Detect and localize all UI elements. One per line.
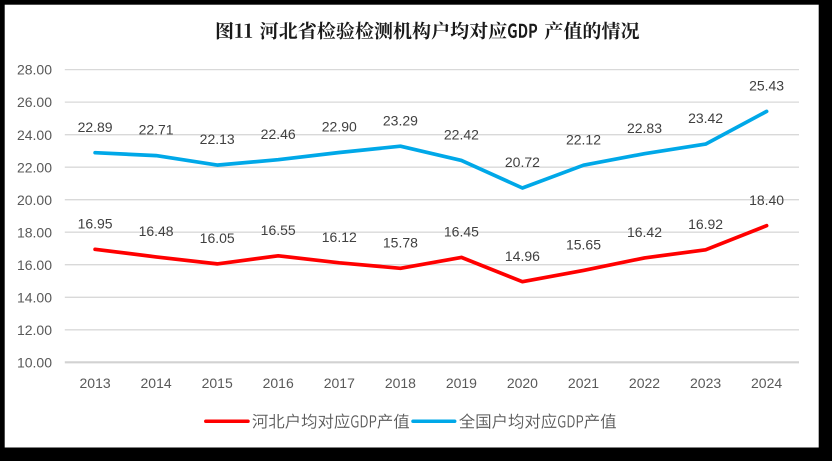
svg-text:22.89: 22.89 [78, 119, 113, 135]
svg-text:12.00: 12.00 [17, 322, 52, 338]
svg-text:22.90: 22.90 [322, 119, 357, 135]
svg-text:22.46: 22.46 [261, 126, 296, 142]
svg-text:2016: 2016 [263, 375, 294, 391]
svg-text:23.42: 23.42 [688, 110, 723, 126]
svg-text:23.29: 23.29 [383, 112, 418, 128]
svg-text:25.43: 25.43 [749, 78, 784, 94]
svg-text:22.13: 22.13 [200, 131, 235, 147]
svg-text:16.42: 16.42 [627, 224, 662, 240]
svg-text:22.42: 22.42 [444, 127, 479, 143]
svg-text:22.12: 22.12 [566, 131, 601, 147]
svg-text:15.65: 15.65 [566, 237, 601, 253]
svg-text:14.96: 14.96 [505, 248, 540, 264]
svg-text:16.45: 16.45 [444, 224, 479, 240]
svg-text:16.05: 16.05 [200, 230, 235, 246]
svg-text:22.83: 22.83 [627, 120, 662, 136]
svg-text:20.72: 20.72 [505, 154, 540, 170]
svg-text:2013: 2013 [80, 375, 111, 391]
svg-text:18.00: 18.00 [17, 224, 52, 240]
svg-text:22.00: 22.00 [17, 159, 52, 175]
svg-text:16.12: 16.12 [322, 229, 357, 245]
svg-text:2024: 2024 [751, 375, 782, 391]
svg-text:18.40: 18.40 [749, 192, 784, 208]
svg-text:16.00: 16.00 [17, 257, 52, 273]
svg-text:2017: 2017 [324, 375, 355, 391]
svg-text:2014: 2014 [141, 375, 172, 391]
svg-text:24.00: 24.00 [17, 127, 52, 143]
svg-text:16.48: 16.48 [139, 223, 174, 239]
svg-text:2020: 2020 [507, 375, 538, 391]
svg-text:2021: 2021 [568, 375, 599, 391]
svg-text:14.00: 14.00 [17, 289, 52, 305]
svg-text:20.00: 20.00 [17, 192, 52, 208]
svg-text:22.71: 22.71 [139, 122, 174, 138]
svg-text:2018: 2018 [385, 375, 416, 391]
svg-text:2022: 2022 [629, 375, 660, 391]
svg-text:28.00: 28.00 [17, 62, 52, 78]
svg-text:2015: 2015 [202, 375, 233, 391]
svg-text:2023: 2023 [690, 375, 721, 391]
svg-text:10.00: 10.00 [17, 354, 52, 370]
svg-text:16.55: 16.55 [261, 222, 296, 238]
svg-text:16.92: 16.92 [688, 216, 723, 232]
svg-text:2019: 2019 [446, 375, 477, 391]
svg-text:16.95: 16.95 [78, 215, 113, 231]
svg-text:26.00: 26.00 [17, 94, 52, 110]
svg-text:15.78: 15.78 [383, 234, 418, 250]
